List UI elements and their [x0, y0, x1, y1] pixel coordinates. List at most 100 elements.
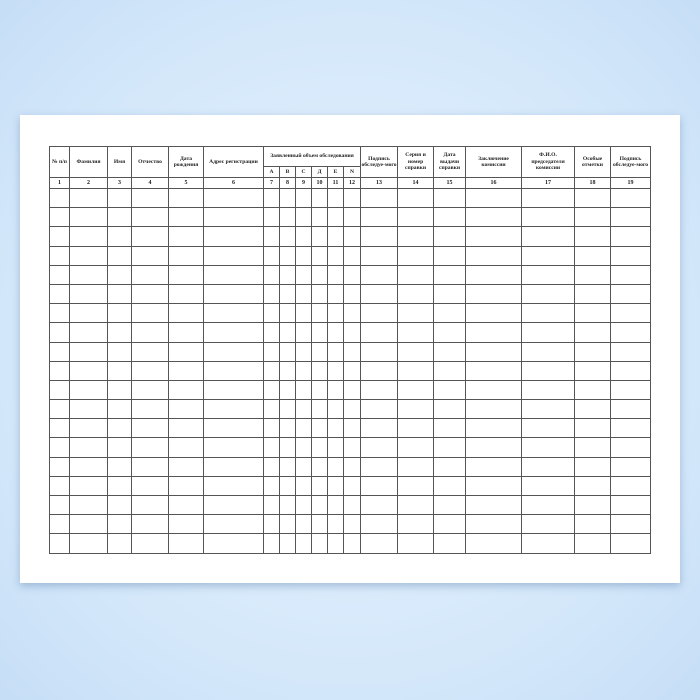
- empty-cell: [311, 475, 328, 497]
- empty-cell: [360, 341, 399, 362]
- empty-cell: [69, 303, 108, 324]
- empty-cell: [107, 226, 132, 247]
- empty-cell: [295, 360, 312, 381]
- empty-cell: [295, 379, 312, 401]
- empty-cell: [107, 187, 132, 209]
- empty-cell: [327, 303, 344, 324]
- empty-cell: [107, 322, 132, 343]
- empty-cell: [610, 264, 652, 285]
- column-number-cell: 12: [342, 177, 362, 189]
- header-cell: Особые отметки: [574, 146, 612, 178]
- empty-cell: [279, 226, 296, 247]
- empty-cell: [521, 533, 576, 554]
- empty-cell: [433, 322, 467, 343]
- empty-cell: [131, 475, 169, 497]
- empty-cell: [295, 283, 312, 305]
- empty-cell: [279, 437, 296, 458]
- empty-cell: [203, 418, 264, 439]
- column-number-cell: 8: [279, 177, 296, 189]
- empty-cell: [168, 437, 204, 458]
- empty-cell: [465, 283, 523, 305]
- empty-cell: [107, 456, 132, 477]
- empty-cell: [433, 187, 467, 209]
- empty-cell: [311, 418, 328, 439]
- column-number-cell: 11: [327, 177, 344, 189]
- empty-cell: [203, 303, 264, 324]
- empty-cell: [311, 514, 328, 535]
- empty-cell: [49, 322, 70, 343]
- empty-cell: [342, 264, 362, 285]
- empty-cell: [279, 245, 296, 266]
- empty-cell: [342, 187, 362, 209]
- empty-cell: [327, 494, 344, 516]
- empty-cell: [263, 456, 280, 477]
- empty-cell: [397, 283, 435, 305]
- empty-cell: [279, 456, 296, 477]
- empty-cell: [295, 475, 312, 497]
- empty-cell: [279, 514, 296, 535]
- empty-cell: [360, 399, 399, 420]
- empty-cell: [342, 494, 362, 516]
- table-row: [49, 475, 652, 497]
- empty-cell: [263, 303, 280, 324]
- empty-cell: [279, 341, 296, 362]
- empty-cell: [397, 399, 435, 420]
- empty-cell: [203, 264, 264, 285]
- journal-table: № п/п Фамилия Имя Отчество Дата рождения…: [49, 146, 652, 554]
- empty-cell: [263, 379, 280, 401]
- empty-cell: [397, 514, 435, 535]
- empty-cell: [311, 456, 328, 477]
- empty-cell: [49, 341, 70, 362]
- sub-header-cell: E: [327, 166, 344, 178]
- empty-cell: [397, 360, 435, 381]
- empty-cell: [360, 494, 399, 516]
- empty-cell: [295, 207, 312, 228]
- empty-cell: [574, 283, 612, 305]
- empty-cell: [69, 533, 108, 554]
- empty-cell: [397, 226, 435, 247]
- empty-cell: [360, 379, 399, 401]
- table-row: [49, 514, 652, 535]
- table-row: [49, 322, 652, 343]
- sub-header-cell: А: [263, 166, 280, 178]
- table-row: [49, 187, 652, 209]
- empty-cell: [574, 379, 612, 401]
- empty-cell: [574, 494, 612, 516]
- empty-cell: [295, 341, 312, 362]
- empty-cell: [342, 475, 362, 497]
- empty-cell: [465, 514, 523, 535]
- empty-cell: [131, 418, 169, 439]
- empty-cell: [311, 264, 328, 285]
- table-row: [49, 399, 652, 420]
- empty-cell: [49, 533, 70, 554]
- empty-cell: [342, 303, 362, 324]
- empty-cell: [521, 514, 576, 535]
- empty-cell: [295, 418, 312, 439]
- empty-cell: [69, 360, 108, 381]
- empty-cell: [327, 437, 344, 458]
- empty-cell: [433, 264, 467, 285]
- empty-cell: [342, 226, 362, 247]
- empty-cell: [131, 456, 169, 477]
- empty-cell: [107, 379, 132, 401]
- empty-cell: [465, 322, 523, 343]
- empty-cell: [107, 437, 132, 458]
- empty-cell: [433, 207, 467, 228]
- empty-cell: [168, 379, 204, 401]
- empty-cell: [521, 437, 576, 458]
- empty-cell: [360, 475, 399, 497]
- column-number-cell: 15: [433, 177, 467, 189]
- empty-cell: [263, 245, 280, 266]
- empty-cell: [263, 283, 280, 305]
- empty-cell: [342, 207, 362, 228]
- empty-cell: [574, 207, 612, 228]
- empty-cell: [521, 245, 576, 266]
- empty-cell: [107, 245, 132, 266]
- empty-cell: [433, 494, 467, 516]
- empty-cell: [311, 437, 328, 458]
- empty-cell: [360, 264, 399, 285]
- column-number-cell: 5: [168, 177, 204, 189]
- empty-cell: [203, 283, 264, 305]
- empty-cell: [397, 475, 435, 497]
- column-number-cell: 7: [263, 177, 280, 189]
